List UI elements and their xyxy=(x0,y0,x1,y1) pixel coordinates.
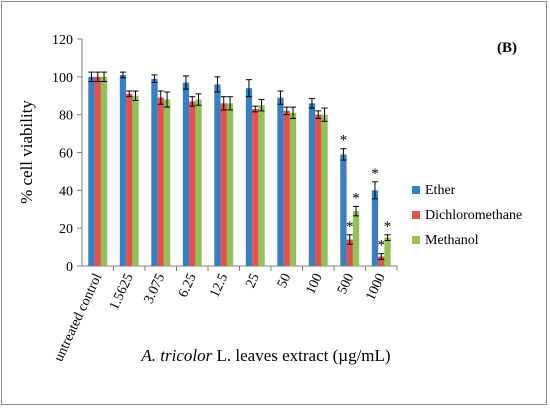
x-axis-title-italic: A. tricolor xyxy=(140,346,212,365)
significance-marker: * xyxy=(384,219,392,235)
bar xyxy=(94,76,101,266)
y-tick-label: 60 xyxy=(59,147,73,162)
bar xyxy=(315,114,322,267)
significance-marker: * xyxy=(371,166,379,182)
y-tick-label: 80 xyxy=(59,109,73,124)
bar xyxy=(189,101,196,266)
legend-label: Dichloromethane xyxy=(425,208,522,223)
y-tick-label: 100 xyxy=(52,71,73,86)
bar xyxy=(283,110,290,266)
significance-marker: * xyxy=(340,133,348,149)
bar xyxy=(258,105,265,266)
x-tick-label: 3.075 xyxy=(141,271,168,306)
bar xyxy=(163,99,171,267)
bar xyxy=(352,211,360,266)
bar xyxy=(245,88,253,266)
x-tick-label: 1.5625 xyxy=(107,271,137,312)
bar xyxy=(119,74,127,266)
x-tick-label: untreated control xyxy=(52,271,106,364)
legend-label: Ether xyxy=(425,183,456,198)
bar xyxy=(214,84,221,267)
bar xyxy=(308,103,316,266)
x-tick-label: 50 xyxy=(275,271,295,290)
significance-marker: * xyxy=(352,190,360,206)
y-axis-title: % cell viability xyxy=(17,100,36,204)
x-tick-label: 12.5 xyxy=(207,271,231,300)
bar xyxy=(157,97,164,267)
bar xyxy=(321,114,328,267)
bar xyxy=(340,154,347,266)
y-tick-label: 40 xyxy=(59,184,73,199)
legend-swatch xyxy=(412,211,420,219)
x-tick-label: 6.25 xyxy=(176,271,200,300)
legend-swatch xyxy=(412,236,420,244)
bar xyxy=(226,103,234,266)
y-tick-label: 120 xyxy=(52,33,73,48)
chart-frame: 0 20 40 60 80 100 120 untreated control 1.5625 3.… xyxy=(1,1,547,405)
bar xyxy=(346,239,353,266)
bar xyxy=(378,256,385,266)
bar xyxy=(384,237,391,266)
bar xyxy=(182,82,190,266)
x-axis-title-rest: L. leaves extract (µg/mL) xyxy=(212,346,390,365)
bar xyxy=(277,97,284,267)
significance-marker: * xyxy=(378,238,386,254)
bar xyxy=(289,112,297,267)
y-tick-label: 20 xyxy=(59,222,73,237)
bar xyxy=(252,108,259,266)
bar xyxy=(151,78,158,266)
y-tick-label: 0 xyxy=(66,260,73,275)
x-tick-label: 500 xyxy=(335,271,357,296)
x-tick-label: 100 xyxy=(303,271,325,296)
bar xyxy=(371,190,379,266)
bar-chart: 0 20 40 60 80 100 120 untreated control 1.5625 3.… xyxy=(17,33,522,365)
legend-label: Methanol xyxy=(425,233,479,248)
bar xyxy=(132,95,139,266)
legend: Ether Dichloromethane Methanol xyxy=(412,183,522,248)
bar xyxy=(195,99,202,267)
legend-swatch xyxy=(412,186,420,194)
bar xyxy=(100,76,108,266)
x-axis-title: A. tricolor L. leaves extract (µg/mL) xyxy=(140,346,390,365)
x-tick-label: 1000 xyxy=(363,271,388,303)
panel-label: (B) xyxy=(497,40,517,56)
bar xyxy=(88,76,95,266)
bar xyxy=(126,93,133,266)
significance-marker: * xyxy=(346,219,354,235)
bar xyxy=(220,103,227,266)
x-tick-label: 25 xyxy=(243,271,263,290)
